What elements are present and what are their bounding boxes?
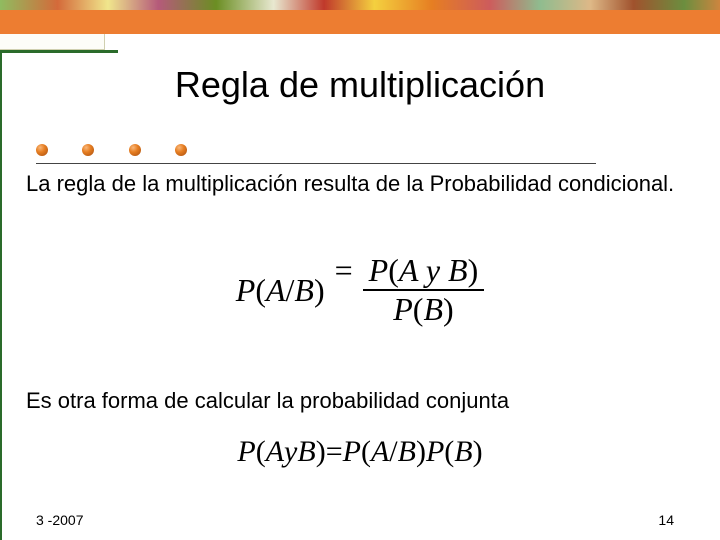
intro-paragraph: La regla de la multiplicación resulta de… [26,170,680,198]
formula-text: B [294,272,314,309]
formula-text: ( [388,252,399,288]
conditional-prob-formula: P(A / B) = P(A y B) P(B) [0,252,720,328]
formula-text: ) [314,272,325,309]
formula-text: ( [255,272,266,309]
formula-text: A [266,272,286,309]
formula-text: ( [256,435,266,469]
formula-text: ) [416,435,426,469]
bullet-dot-icon [36,144,48,156]
formula-text: P [426,435,444,469]
joint-prob-formula: P(A y B) = P(A / B)P(B) [0,435,720,469]
formula-text: A [399,252,418,288]
bullet-row [36,143,596,164]
formula-text: P [237,435,255,469]
formula-text: P [369,252,389,288]
formula-text: ( [361,435,371,469]
formula-text: / [286,272,295,309]
formula-text: P [393,291,413,327]
green-accent-line [0,50,118,53]
formula-text: B [448,252,468,288]
formula-text: B [297,435,315,469]
slide-title: Regla de multiplicación [0,64,720,106]
formula-text: B [423,291,443,327]
formula-text: P [236,272,256,309]
formula-text: P [343,435,361,469]
fraction: P(A y B) P(B) [363,252,485,328]
formula-text: ( [413,291,424,327]
formula-text: ) [473,435,483,469]
bullet-dot-icon [129,144,141,156]
formula-text: ) [443,291,454,327]
bullet-dot-icon [82,144,94,156]
formula-text: ) [316,435,326,469]
bullet-dot-icon [175,144,187,156]
equals-sign: = [326,435,343,469]
footer-date: 3 -2007 [36,512,83,528]
formula-text: / [389,435,397,469]
second-paragraph: Es otra forma de calcular la probabilida… [26,388,680,414]
equals-sign: = [335,252,353,328]
formula-text: y [418,252,448,288]
formula-text: ) [468,252,479,288]
formula-text: A [371,435,389,469]
formula-text: A [266,435,284,469]
formula-text: B [398,435,416,469]
formula-text: B [454,435,472,469]
corner-card [0,34,105,50]
decorative-top-strip [0,0,720,10]
formula-text: y [284,435,297,469]
formula-text: ( [444,435,454,469]
footer-page-number: 14 [658,512,674,528]
orange-band [0,10,720,34]
